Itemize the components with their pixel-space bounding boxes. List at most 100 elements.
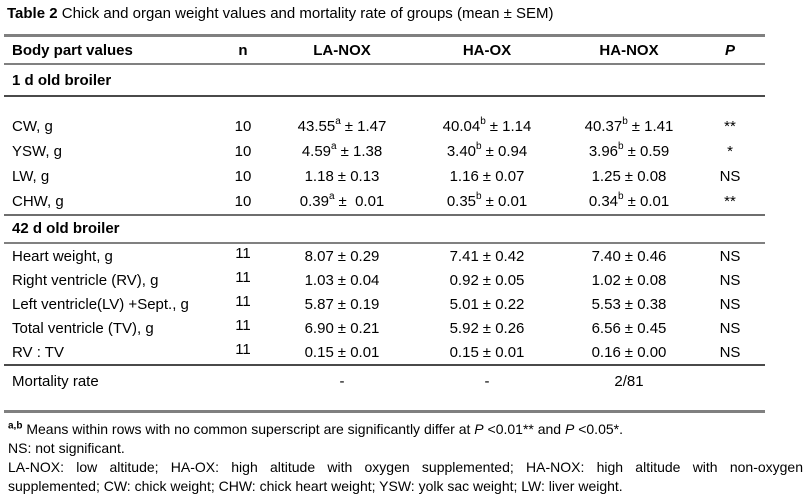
value-sem: ± 0.01	[485, 192, 528, 210]
row-value-ha-ox: 0.92 ± 0.05	[412, 272, 562, 289]
mortality-p-value	[696, 366, 764, 373]
value-mean: 3.96	[588, 142, 619, 160]
value-sem: ± 0.05	[482, 271, 525, 289]
row-n-value: 10	[234, 167, 252, 185]
row-label: Total ventricle (TV), g	[12, 319, 154, 337]
column-header-ha-nox: HA-NOX	[599, 41, 659, 59]
table-row: Right ventricle (RV), g 11 1.03 ± 0.04 0.…	[4, 268, 765, 292]
table-caption: Table 2 Chick and organ weight values an…	[0, 0, 808, 34]
footnote-p-symbol: P	[564, 420, 575, 437]
section-header-42d-old-broiler: 42 d old broiler	[4, 216, 765, 242]
value-mean: 3.40	[446, 142, 477, 160]
mortality-n-value	[214, 366, 272, 373]
table-row: YSW, g 10 4.59a ± 1.38 3.40b ± 0.94 3.96b ±…	[4, 139, 765, 164]
row-value-la-nox: 0.39a ± 0.01	[272, 191, 412, 210]
value-mean: 0.34	[588, 192, 619, 210]
footnote-significance: a,b Means within rows with no common sup…	[8, 420, 803, 439]
value-sem: ± 1.38	[340, 142, 383, 160]
value-sem: ± 0.01	[338, 192, 385, 210]
table-row: LW, g 10 1.18 ± 0.13 1.16 ± 0.07 1.25 ± 0.0…	[4, 164, 765, 189]
value-sem: ± 1.14	[489, 117, 532, 135]
row-value-ha-ox: 40.04b ± 1.14	[412, 116, 562, 135]
footnote-superscript-marker: a,b	[8, 419, 23, 431]
value-mean: 7.40	[591, 247, 621, 265]
row-value-ha-ox: 5.01 ± 0.22	[412, 296, 562, 313]
rows-42d-old-broiler: Heart weight, g 11 8.07 ± 0.29 7.41 ± 0.42…	[4, 244, 765, 364]
value-sem: ± 0.94	[485, 142, 528, 160]
row-p-value: NS	[719, 271, 741, 289]
table-row: Total ventricle (TV), g 11 6.90 ± 0.21 5.…	[4, 316, 765, 340]
row-n-value: 11	[235, 340, 251, 358]
column-header-n: n	[238, 41, 248, 59]
value-mean: 5.53	[591, 295, 621, 313]
value-mean: 8.07	[304, 247, 334, 265]
value-sem: ± 0.21	[337, 319, 380, 337]
table-row: Left ventricle(LV) +Sept., g 11 5.87 ± 0.…	[4, 292, 765, 316]
table-row: RV : TV 11 0.15 ± 0.01 0.15 ± 0.01 0.16 ± 0…	[4, 340, 765, 364]
table-caption-text: Chick and organ weight values and mortal…	[57, 5, 554, 22]
mortality-row: Mortality rate - - 2/81	[4, 366, 765, 410]
row-value-ha-ox: 3.40b ± 0.94	[412, 140, 562, 160]
footnote-abbreviations-line2: supplemented; CW: chick weight; CHW: chi…	[8, 477, 623, 494]
row-n-value: 10	[234, 192, 252, 210]
footnote-significance-text: <0.05*.	[574, 420, 623, 437]
footnote-ns: NS: not significant.	[8, 439, 125, 456]
value-sem: ± 0.46	[624, 247, 667, 265]
value-sem: ± 0.59	[627, 142, 670, 160]
row-n-value: 11	[235, 244, 251, 262]
value-mean: 1.25	[591, 167, 621, 185]
value-mean: 5.92	[449, 319, 479, 337]
value-sem: ± 0.07	[482, 167, 525, 185]
value-sem: ± 0.04	[337, 271, 380, 289]
footnote-abbreviations-line1: LA-NOX: low altitude; HA-OX: high altitu…	[8, 458, 803, 475]
row-value-ha-nox: 0.34b ± 0.01	[562, 190, 696, 210]
row-label: Right ventricle (RV), g	[12, 271, 159, 289]
value-mean: 1.18	[304, 167, 334, 185]
value-sem: ± 0.42	[482, 247, 525, 265]
mortality-label: Mortality rate	[12, 372, 99, 390]
section-header-label: 1 d old broiler	[12, 71, 112, 89]
value-sem: ± 0.26	[482, 319, 525, 337]
value-superscript: b	[618, 190, 624, 202]
value-mean: 0.16	[591, 343, 621, 361]
value-superscript: b	[476, 140, 482, 152]
row-value-la-nox: 0.15 ± 0.01	[272, 344, 412, 361]
value-mean: 6.56	[591, 319, 621, 337]
row-value-la-nox: 5.87 ± 0.19	[272, 296, 412, 313]
value-mean: 0.15	[304, 343, 334, 361]
row-value-ha-nox: 5.53 ± 0.38	[562, 296, 696, 313]
row-value-la-nox: 43.55a ± 1.47	[272, 116, 412, 135]
value-mean: 43.55	[297, 117, 336, 135]
row-label: RV : TV	[12, 343, 64, 361]
value-mean: 7.41	[449, 247, 479, 265]
column-header-p: P	[724, 41, 735, 59]
value-superscript: a	[331, 140, 337, 152]
column-header-body-part-values: Body part values	[12, 41, 133, 59]
row-value-la-nox: 4.59a ± 1.38	[272, 140, 412, 160]
row-label: CHW, g	[12, 192, 64, 210]
row-n-value: 11	[235, 268, 251, 286]
row-p-value: NS	[719, 343, 741, 361]
row-value-ha-nox: 1.02 ± 0.08	[562, 272, 696, 289]
value-sem: ± 0.01	[337, 343, 380, 361]
value-mean: 40.37	[584, 117, 623, 135]
value-superscript: b	[618, 140, 624, 152]
column-header-la-nox: LA-NOX	[313, 41, 371, 59]
row-p-value: NS	[719, 167, 741, 185]
row-value-la-nox: 6.90 ± 0.21	[272, 320, 412, 337]
value-mean: 0.92	[449, 271, 479, 289]
row-value-ha-nox: 40.37b ± 1.41	[562, 116, 696, 135]
row-value-ha-ox: 7.41 ± 0.42	[412, 248, 562, 265]
row-label: CW, g	[12, 117, 53, 135]
footnote-significance-text: Means within rows with no common supersc…	[22, 420, 475, 437]
row-value-ha-ox: 5.92 ± 0.26	[412, 320, 562, 337]
row-label: Left ventricle(LV) +Sept., g	[12, 295, 189, 313]
value-sem: ± 0.22	[482, 295, 525, 313]
row-value-ha-nox: 3.96b ± 0.59	[562, 140, 696, 160]
value-sem: ± 0.13	[337, 167, 380, 185]
table-row: CHW, g 10 0.39a ± 0.01 0.35b ± 0.01 0.34b ±…	[4, 189, 765, 214]
footnote-p-symbol: P	[474, 420, 484, 437]
mortality-value-ha-ox: -	[484, 372, 490, 390]
footnote-significance-text: <0.01** and	[483, 420, 565, 437]
value-sem: ± 0.08	[624, 167, 667, 185]
